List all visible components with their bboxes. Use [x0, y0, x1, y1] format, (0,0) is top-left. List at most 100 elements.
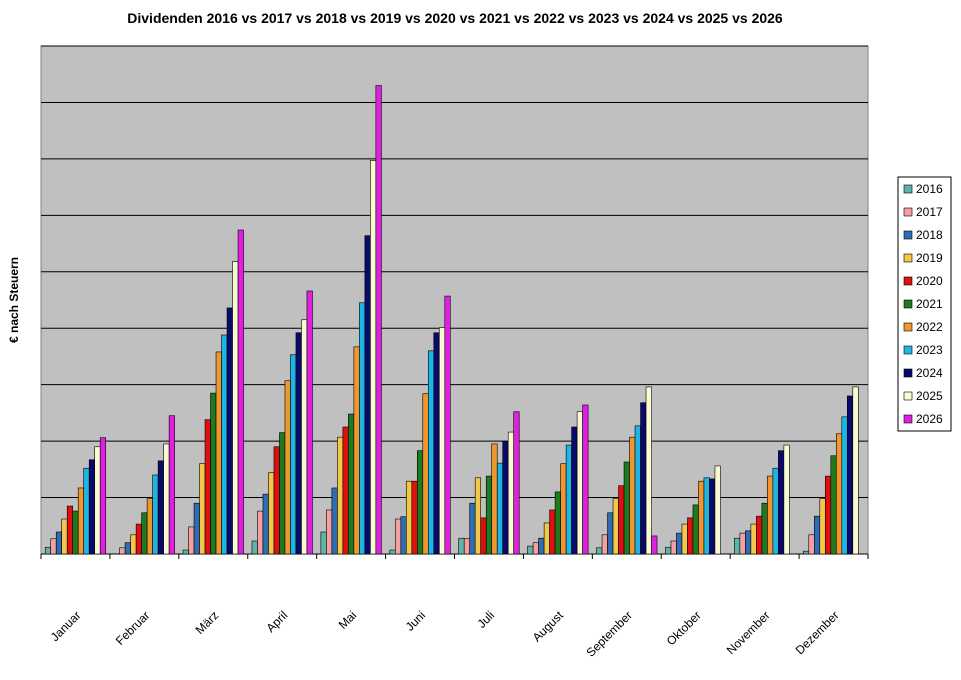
bar: [326, 509, 333, 555]
legend-label: 2024: [916, 366, 943, 380]
bar: [640, 402, 647, 555]
bar: [405, 480, 413, 555]
bar: [496, 462, 504, 555]
bar: [802, 550, 810, 555]
bar: [124, 542, 131, 555]
bar: [714, 465, 721, 555]
bar: [44, 546, 52, 555]
legend-label: 2023: [916, 343, 943, 357]
bar: [251, 540, 258, 555]
x-tick-label: Juli: [474, 608, 497, 631]
bar: [485, 475, 493, 555]
bar: [342, 426, 349, 555]
bar: [157, 460, 164, 555]
bar: [433, 332, 440, 555]
bar: [204, 419, 211, 555]
bar: [576, 411, 583, 555]
bar: [692, 504, 699, 555]
legend-label: 2026: [916, 412, 943, 426]
x-tick-label: Februar: [113, 608, 153, 648]
bar: [61, 518, 68, 555]
bar: [370, 160, 377, 555]
bar: [772, 467, 779, 555]
legend-swatch: [903, 368, 913, 378]
bar: [337, 436, 344, 555]
legend-label: 2025: [916, 389, 943, 403]
legend-swatch: [903, 322, 913, 332]
bar: [301, 319, 308, 555]
bar: [474, 477, 482, 555]
bar: [163, 443, 170, 555]
bar: [438, 327, 446, 555]
x-tick-label: November: [724, 608, 773, 657]
bar: [444, 295, 451, 555]
bar: [182, 549, 189, 555]
bar: [66, 505, 74, 555]
bar: [268, 472, 275, 555]
bar: [824, 475, 832, 555]
legend-label: 2020: [916, 274, 943, 288]
bar: [77, 487, 85, 555]
bar: [582, 404, 589, 555]
bar: [709, 478, 716, 555]
x-tick-label: April: [263, 608, 290, 635]
bar: [761, 502, 768, 555]
bar: [670, 540, 677, 555]
bar: [427, 350, 435, 555]
legend-swatch: [903, 299, 913, 309]
bar: [55, 531, 63, 555]
legend-label: 2022: [916, 320, 943, 334]
bar: [607, 512, 614, 555]
bar: [756, 515, 763, 555]
bar: [783, 444, 790, 555]
bar: [215, 351, 222, 555]
bar: [698, 480, 705, 555]
bar: [651, 535, 658, 555]
x-tick-label: September: [584, 608, 635, 659]
bar: [83, 467, 90, 555]
legend-swatch: [903, 345, 913, 355]
bar: [458, 537, 465, 555]
bar: [463, 538, 471, 555]
bar: [193, 502, 200, 555]
x-tick-label: März: [193, 608, 222, 637]
bar: [353, 346, 360, 555]
bar: [262, 493, 269, 555]
legend-swatch: [903, 414, 913, 424]
bar: [284, 380, 291, 555]
legend-swatch: [903, 207, 913, 217]
chart-title: Dividenden 2016 vs 2017 vs 2018 vs 2019 …: [127, 10, 783, 26]
x-tick-label: Oktober: [664, 608, 704, 648]
bar: [364, 235, 371, 555]
bar: [210, 392, 217, 555]
bar: [852, 386, 859, 555]
bar: [130, 534, 137, 555]
x-tick-label: August: [530, 608, 567, 645]
bar: [199, 463, 206, 555]
bar: [629, 436, 636, 555]
bar: [416, 450, 424, 555]
bar: [295, 332, 302, 555]
legend-label: 2017: [916, 205, 943, 219]
bar: [571, 426, 578, 555]
bar: [808, 534, 815, 555]
bar: [168, 415, 175, 555]
bar: [480, 517, 487, 555]
bar: [527, 545, 534, 555]
bar: [703, 477, 710, 555]
bar: [841, 416, 848, 555]
bar: [232, 261, 239, 555]
bar: [279, 432, 286, 555]
bar: [331, 487, 338, 555]
bar: [422, 393, 429, 555]
bar: [601, 534, 608, 555]
bar: [119, 547, 126, 555]
y-axis-label: € nach Steuern: [7, 257, 21, 343]
bar: [99, 437, 107, 555]
legend-label: 2018: [916, 228, 943, 242]
bar: [226, 307, 233, 555]
bar: [72, 510, 79, 555]
bar: [819, 498, 826, 555]
bar: [532, 542, 539, 555]
bar: [348, 413, 355, 555]
